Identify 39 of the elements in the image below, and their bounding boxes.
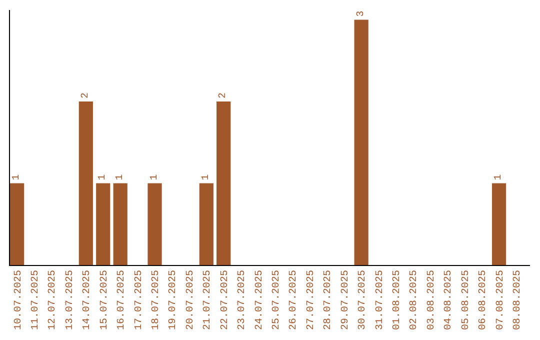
x-tick-label: 07.08.2025 xyxy=(495,270,506,330)
x-tick-label: 28.07.2025 xyxy=(323,270,334,330)
x-tick-label: 20.07.2025 xyxy=(185,270,196,330)
data-label: 3 xyxy=(356,10,367,17)
x-tick-label: 16.07.2025 xyxy=(116,270,128,330)
x-tick-label: 14.07.2025 xyxy=(82,270,94,330)
x-tick-label: 31.07.2025 xyxy=(374,270,386,330)
x-tick-label: 02.08.2025 xyxy=(409,270,420,330)
data-label: 1 xyxy=(149,174,160,180)
x-tick-label: 03.08.2025 xyxy=(426,270,438,330)
x-tick-label: 19.07.2025 xyxy=(168,270,180,330)
x-tick-label: 17.07.2025 xyxy=(134,270,145,330)
x-tick-label: 12.07.2025 xyxy=(48,270,59,330)
x-tick-label: 24.07.2025 xyxy=(254,270,266,330)
x-tick-label: 29.07.2025 xyxy=(340,270,352,330)
data-label: 1 xyxy=(114,174,126,180)
x-tick-label: 21.07.2025 xyxy=(202,270,214,330)
x-tick-label: 15.07.2025 xyxy=(99,270,110,330)
x-tick-label: 13.07.2025 xyxy=(64,270,76,330)
x-tick-label: 22.07.2025 xyxy=(220,270,231,330)
x-tick-label: 11.07.2025 xyxy=(30,270,42,330)
data-label: 2 xyxy=(80,92,92,99)
data-label: 1 xyxy=(12,174,23,180)
data-label: 1 xyxy=(200,174,212,180)
x-tick-label: 05.08.2025 xyxy=(460,270,472,330)
x-tick-label: 25.07.2025 xyxy=(272,270,282,330)
x-tick-label: 08.08.2025 xyxy=(512,270,524,330)
data-label: 2 xyxy=(218,92,230,99)
data-label: 1 xyxy=(98,174,109,180)
x-tick-label: 18.07.2025 xyxy=(151,270,162,330)
x-tick-label: 23.07.2025 xyxy=(237,270,248,330)
x-tick-label: 01.08.2025 xyxy=(392,270,403,330)
x-tick-label: 30.07.2025 xyxy=(358,270,369,330)
x-tick-label: 10.07.2025 xyxy=(13,270,24,330)
x-tick-label: 04.08.2025 xyxy=(444,270,455,330)
data-label: 1 xyxy=(494,174,505,180)
x-tick-label: 27.07.2025 xyxy=(306,270,317,330)
x-tick-label: 06.08.2025 xyxy=(478,270,490,330)
x-tick-label: 26.07.2025 xyxy=(288,270,300,330)
